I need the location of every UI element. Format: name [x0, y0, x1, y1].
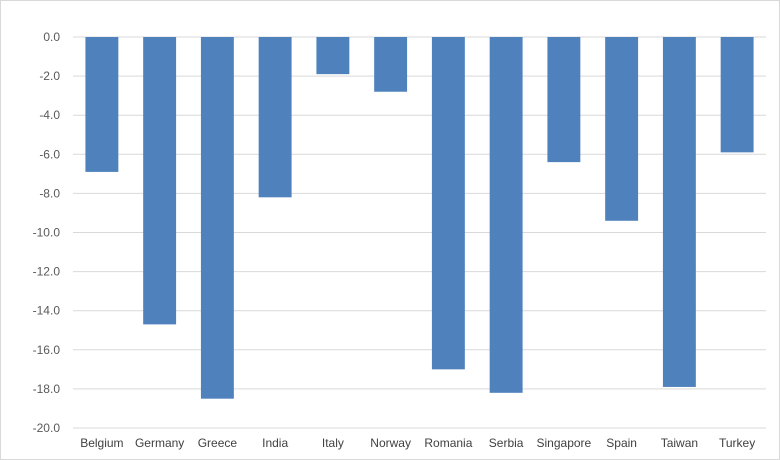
x-category-label: Taiwan — [661, 436, 698, 450]
bar-norway — [374, 37, 408, 92]
y-axis-tick-labels: 0.0 -2.0 -4.0 -6.0 -8.0 -10.0 -12.0 -14.0 -16.0 -… — [33, 30, 61, 435]
y-tick-label: -14.0 — [33, 304, 61, 318]
x-category-label: Greece — [198, 436, 238, 450]
y-tick-label: -2.0 — [39, 69, 60, 83]
y-tick-label: -18.0 — [33, 382, 61, 396]
bar-romania — [431, 37, 465, 370]
bar-spain — [605, 37, 639, 221]
x-category-label: India — [262, 436, 288, 450]
x-category-label: Belgium — [80, 436, 123, 450]
bar-germany — [143, 37, 177, 325]
y-tick-label: -4.0 — [39, 108, 60, 122]
y-tick-label: -8.0 — [39, 186, 60, 200]
x-category-label: Italy — [322, 436, 344, 450]
x-category-label: Germany — [135, 436, 184, 450]
bar-singapore — [547, 37, 581, 163]
bar-turkey — [720, 37, 754, 153]
bar-serbia — [489, 37, 523, 393]
bar-india — [258, 37, 292, 198]
bars — [85, 37, 754, 399]
x-axis-category-labels: Belgium Germany Greece India Italy Norway Roma… — [80, 436, 755, 450]
x-category-label: Norway — [370, 436, 411, 450]
bar-greece — [200, 37, 234, 399]
y-tick-label: -12.0 — [33, 265, 61, 279]
y-tick-label: 0.0 — [43, 30, 60, 44]
y-tick-label: -10.0 — [33, 226, 61, 240]
x-category-label: Spain — [606, 436, 637, 450]
gridlines — [73, 36, 766, 429]
bar-belgium — [85, 37, 119, 172]
x-category-label: Turkey — [719, 436, 755, 450]
y-tick-label: -16.0 — [33, 343, 61, 357]
bar-italy — [316, 37, 350, 75]
bar-taiwan — [662, 37, 696, 387]
x-category-label: Serbia — [489, 436, 524, 450]
y-tick-label: -20.0 — [33, 421, 61, 435]
x-category-label: Romania — [424, 436, 472, 450]
x-category-label: Singapore — [537, 436, 592, 450]
y-tick-label: -6.0 — [39, 147, 60, 161]
